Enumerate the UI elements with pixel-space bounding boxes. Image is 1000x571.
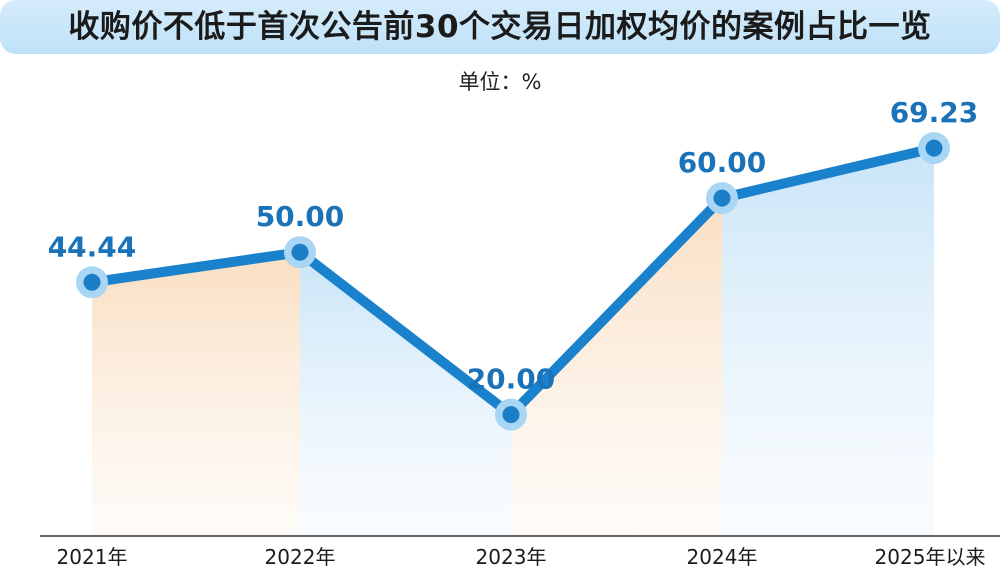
area-fill-segment: [511, 198, 722, 536]
data-point: [925, 139, 943, 157]
markers-layer: [76, 132, 950, 431]
x-tick-label: 2022年: [265, 545, 336, 569]
unit-label: 单位：%: [458, 70, 542, 94]
data-label: 60.00: [678, 146, 767, 179]
data-point: [291, 243, 309, 261]
data-point: [713, 189, 731, 207]
data-label: 50.00: [256, 200, 345, 233]
data-point: [83, 273, 101, 291]
title-banner: [0, 0, 1000, 54]
area-fill-segment: [300, 252, 511, 536]
data-point: [502, 406, 520, 424]
data-label: 20.00: [467, 363, 556, 396]
area-fills: [92, 148, 934, 536]
x-tick-label: 2024年: [687, 545, 758, 569]
data-label: 69.23: [890, 96, 979, 129]
x-tick-label: 2021年: [57, 545, 128, 569]
x-tick-label: 2025年以来: [875, 545, 986, 569]
x-tick-labels-layer: 2021年 2022年 2023年 2024年 2025年以来: [57, 545, 986, 569]
data-label: 44.44: [48, 230, 137, 263]
area-fill-segment: [722, 148, 934, 536]
area-fill-segment: [92, 252, 300, 536]
x-tick-label: 2023年: [476, 545, 547, 569]
data-labels-layer: 44.44 50.00 20.00 60.00 69.23: [48, 96, 979, 396]
chart-title: 收购价不低于首次公告前30个交易日加权均价的案例占比一览: [68, 9, 932, 45]
